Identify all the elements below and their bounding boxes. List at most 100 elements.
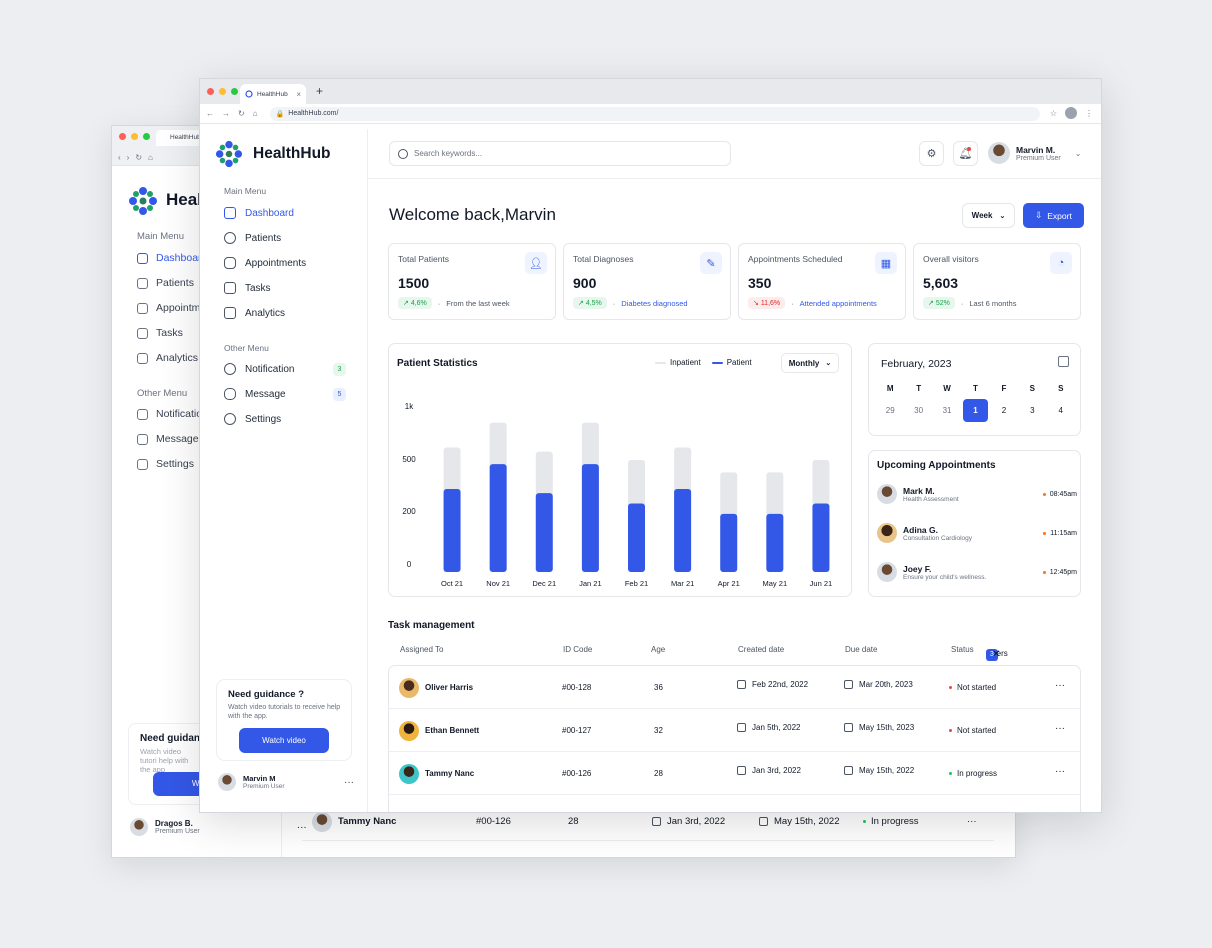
close-window-button[interactable] bbox=[207, 88, 214, 95]
status-dot bbox=[949, 729, 952, 733]
new-tab-icon[interactable]: + bbox=[316, 84, 324, 98]
minimize-window-button[interactable] bbox=[131, 133, 138, 140]
home-icon[interactable]: ⌂ bbox=[252, 109, 258, 118]
created-date-text: Feb 22nd, 2022 bbox=[752, 680, 809, 689]
more-options-icon[interactable]: ··· bbox=[296, 821, 307, 833]
url-field[interactable]: 🔒 HealthHub.com/ bbox=[269, 106, 1040, 121]
chart-period-select[interactable]: Monthly ⌄ bbox=[781, 353, 839, 373]
calendar-day[interactable]: 31 bbox=[942, 406, 952, 415]
window-controls bbox=[207, 88, 238, 95]
table-row[interactable]: Ethan Bennett #00-127 32 Jan 5th, 2022 May 1… bbox=[389, 709, 1080, 752]
calendar-day[interactable]: 2 bbox=[1001, 406, 1007, 415]
column-header[interactable]: Age bbox=[651, 645, 666, 654]
column-header[interactable]: Due date bbox=[845, 645, 878, 654]
profile-avatar[interactable] bbox=[1065, 107, 1077, 119]
logo-icon bbox=[215, 140, 243, 168]
more-options-icon[interactable]: ··· bbox=[1055, 680, 1065, 691]
x-tick-label: Jun 21 bbox=[810, 579, 833, 588]
more-options-icon[interactable]: ··· bbox=[967, 816, 977, 827]
calendar-icon bbox=[737, 766, 746, 776]
clear-filters-icon[interactable]: ✕ bbox=[992, 649, 1001, 660]
reload-icon[interactable]: ↻ bbox=[238, 109, 245, 118]
maximize-window-button[interactable] bbox=[231, 88, 238, 95]
appointment-desc: Health Assessment bbox=[903, 495, 959, 503]
close-window-button[interactable] bbox=[119, 133, 126, 140]
table-row[interactable]: Oliver Harris #00-128 36 Feb 22nd, 2022 Mar … bbox=[389, 666, 1080, 709]
background-nav-patients[interactable]: Patients bbox=[137, 277, 194, 289]
table-row[interactable] bbox=[302, 840, 994, 857]
sidebar-item-notification[interactable]: Notification 3 bbox=[224, 361, 346, 377]
calendar-day[interactable]: 4 bbox=[1058, 406, 1063, 415]
settings-button[interactable]: ⚙ bbox=[919, 141, 944, 166]
bar-patient-jun-21[interactable] bbox=[812, 503, 830, 572]
sidebar-item-settings[interactable]: Settings bbox=[224, 411, 346, 427]
sidebar-item-message[interactable]: Message 5 bbox=[224, 386, 346, 402]
appointment-time: 11:15am bbox=[1050, 529, 1077, 537]
search-input[interactable]: Search keywords... bbox=[389, 141, 731, 166]
column-header[interactable]: Created date bbox=[738, 645, 785, 654]
appointment-item[interactable]: Joey F. Ensure your child's wellness. 12:… bbox=[877, 562, 1077, 582]
sidebar-user-profile[interactable]: Marvin M Premium User ··· bbox=[218, 773, 354, 791]
appointment-item[interactable]: Mark M. Health Assessment 08:45am bbox=[877, 484, 1077, 504]
calendar-day[interactable]: 3 bbox=[1030, 406, 1035, 415]
bar-patient-oct-21[interactable] bbox=[443, 489, 461, 572]
background-nav-appointments[interactable]: Appointm bbox=[137, 302, 200, 314]
sidebar-item-label: Appointments bbox=[245, 257, 307, 269]
guidance-card: Need guidance ? Watch video tutorials to… bbox=[216, 679, 352, 761]
notifications-button[interactable]: 🔔︎ bbox=[953, 141, 978, 166]
period-select[interactable]: Week ⌄ bbox=[962, 203, 1015, 228]
background-nav-analytics[interactable]: Analytics bbox=[137, 352, 198, 364]
bar-patient-mar-21[interactable] bbox=[674, 489, 692, 572]
sidebar-item-dashboard[interactable]: Dashboard bbox=[224, 205, 346, 221]
browser-tab[interactable]: HealthHub × bbox=[240, 84, 306, 104]
background-nav-tasks[interactable]: Tasks bbox=[137, 327, 183, 339]
more-options-icon[interactable]: ··· bbox=[344, 776, 354, 788]
sidebar-item-appointments[interactable]: Appointments bbox=[224, 255, 346, 271]
maximize-window-button[interactable] bbox=[143, 133, 150, 140]
chart-title: Patient Statistics bbox=[397, 358, 478, 369]
sidebar-item-tasks[interactable]: Tasks bbox=[224, 280, 346, 296]
bar-patient-may-21[interactable] bbox=[766, 513, 784, 572]
calendar-day-selected[interactable]: 1 bbox=[962, 399, 988, 422]
stat-value: 900 bbox=[573, 275, 597, 291]
column-header[interactable]: Status bbox=[951, 645, 974, 654]
column-header[interactable]: ID Code bbox=[563, 645, 593, 654]
user-role: Premium User bbox=[155, 828, 200, 835]
bar-patient-jan-21[interactable] bbox=[581, 464, 599, 572]
sidebar-item-patients[interactable]: Patients bbox=[224, 230, 346, 246]
time-dot bbox=[1042, 570, 1046, 574]
forward-arrow-icon[interactable]: → bbox=[222, 109, 230, 118]
background-user-profile[interactable]: Dragos B. Premium User ··· bbox=[130, 818, 307, 836]
background-nav-notification[interactable]: Notificatio bbox=[137, 408, 202, 420]
user-menu[interactable]: Marvin M. Premium User ⌄ bbox=[988, 142, 1081, 164]
minimize-window-button[interactable] bbox=[219, 88, 226, 95]
close-tab-icon[interactable]: × bbox=[296, 89, 301, 99]
nav-label: Appointm bbox=[156, 302, 201, 314]
table-row[interactable]: Tammy Nanc #00-126 28 Jan 3rd, 2022 May 15th… bbox=[389, 752, 1080, 795]
back-arrow-icon[interactable]: ← bbox=[206, 109, 214, 118]
browser-menu-icon[interactable]: ⋮ bbox=[1085, 108, 1093, 118]
column-header[interactable]: Assigned To bbox=[400, 645, 444, 654]
calendar-day[interactable]: 29 bbox=[885, 406, 895, 415]
more-options-icon[interactable]: ··· bbox=[1055, 723, 1065, 734]
background-nav-settings[interactable]: Settings bbox=[137, 458, 194, 470]
background-nav-message[interactable]: Message bbox=[137, 433, 199, 445]
export-button[interactable]: ⇩ Export bbox=[1023, 203, 1084, 228]
watch-video-button[interactable]: Watch video bbox=[239, 728, 329, 753]
appointment-item[interactable]: Adina G. Consultation Cardiology 11:15am bbox=[877, 523, 1077, 543]
bar-patient-dec-21[interactable] bbox=[535, 493, 553, 572]
sidebar-item-analytics[interactable]: Analytics bbox=[224, 305, 346, 321]
x-tick-label: Jan 21 bbox=[579, 579, 602, 588]
more-options-icon[interactable]: ··· bbox=[1055, 766, 1065, 777]
bar-patient-feb-21[interactable] bbox=[628, 503, 645, 572]
background-tab[interactable]: HealthHub bbox=[156, 130, 206, 146]
background-nav-arrows-icon[interactable]: ‹›↻⌂ bbox=[118, 153, 159, 162]
background-nav-dashboard[interactable]: Dashboard bbox=[137, 252, 207, 264]
table-row[interactable] bbox=[389, 795, 1080, 812]
calendar-icon bbox=[737, 680, 746, 690]
calendar-day[interactable]: 30 bbox=[914, 406, 924, 415]
calendar-icon[interactable] bbox=[1058, 356, 1069, 367]
bookmark-star-icon[interactable]: ☆ bbox=[1049, 108, 1057, 118]
bar-patient-apr-21[interactable] bbox=[720, 513, 738, 572]
bar-patient-nov-21[interactable] bbox=[489, 464, 507, 572]
